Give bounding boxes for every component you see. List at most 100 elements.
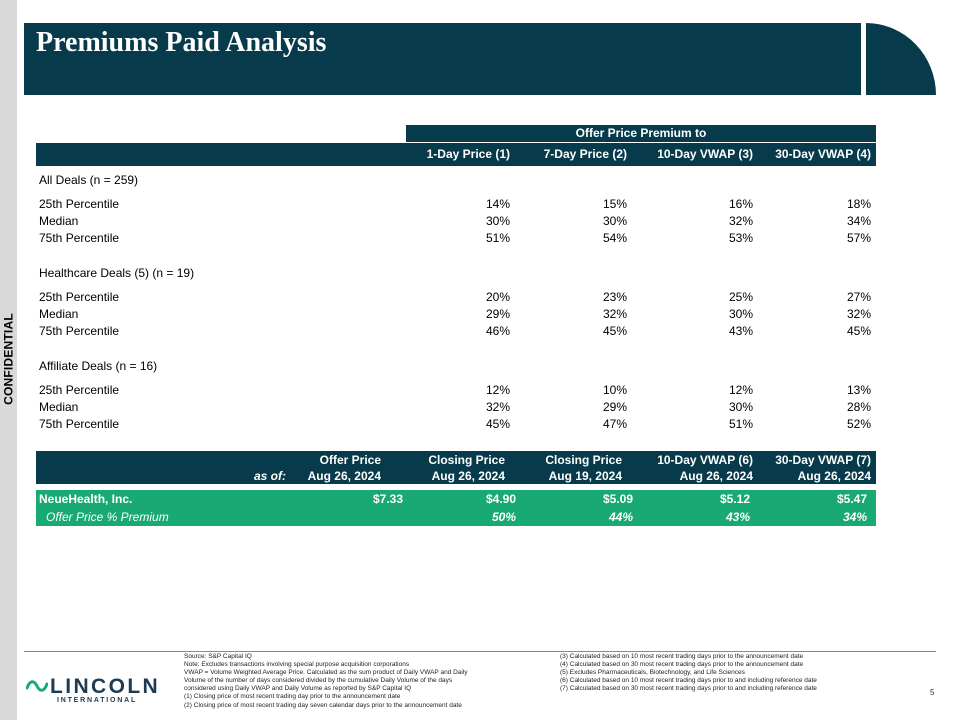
table-cell: 16% [728, 197, 753, 211]
footnote-line: (4) Calculated based on 30 most recent t… [560, 661, 804, 669]
premium-cell: 43% [725, 510, 750, 524]
table-cell: 47% [602, 417, 627, 431]
table-cell: 12% [728, 383, 753, 397]
row-label: Median [39, 400, 79, 414]
premium-row: Offer Price % Premium 50% 44% 43% 34% [36, 509, 876, 526]
table-cell: 45% [602, 324, 627, 338]
table-cell: 20% [485, 290, 510, 304]
price-cell: $4.90 [485, 492, 516, 506]
title-bar: Premiums Paid Analysis [24, 23, 861, 95]
column-date: Aug 26, 2024 [797, 469, 871, 483]
price-cell: $5.09 [602, 492, 633, 506]
as-of-label: as of: [253, 469, 286, 483]
wave-icon [26, 680, 48, 692]
table-cell: 10% [602, 383, 627, 397]
footnote-line: (7) Calculated based on 30 most recent t… [560, 685, 817, 693]
footnote-line: Note: Excludes transactions involving sp… [184, 661, 410, 669]
confidential-label: CONFIDENTIAL [1, 313, 16, 405]
price-cell: $5.12 [719, 492, 750, 506]
footer-divider [24, 651, 936, 652]
column-header: Closing Price [545, 453, 622, 467]
super-header: Offer Price Premium to [575, 126, 707, 140]
table-row: 75th Percentile 51% 54% 53% 57% [36, 230, 876, 247]
table-row: 25th Percentile 12% 10% 12% 13% [36, 382, 876, 399]
table-cell: 53% [728, 231, 753, 245]
table-cell: 45% [846, 324, 871, 338]
table-cell: 34% [846, 214, 871, 228]
column-header: Closing Price [428, 453, 505, 467]
table-cell: 12% [485, 383, 510, 397]
footnote-line: Source: S&P Capital IQ [184, 653, 252, 660]
footnote-line: (2) Closing price of most recent trading… [184, 701, 462, 709]
table-cell: 43% [728, 324, 753, 338]
row-label: 75th Percentile [39, 417, 120, 431]
table-cell: 29% [485, 307, 510, 321]
table-cell: 51% [728, 417, 753, 431]
table-cell: 18% [846, 197, 871, 211]
group-title: All Deals (n = 259) [39, 173, 139, 187]
row-label: 25th Percentile [39, 197, 120, 211]
table-cell: 13% [846, 383, 871, 397]
footnote-line: (1) Closing price of most recent trading… [184, 693, 401, 701]
row-label: 25th Percentile [39, 290, 120, 304]
row-label: 75th Percentile [39, 231, 120, 245]
price-table-body: NeueHealth, Inc. $7.33 $4.90 $5.09 $5.12… [36, 490, 876, 526]
title-decoration [866, 23, 936, 95]
table-cell: 23% [602, 290, 627, 304]
footnote-line: considered using Daily VWAP and Daily Vo… [184, 685, 412, 693]
table-row: 75th Percentile 45% 47% 51% 52% [36, 416, 876, 433]
table-row: Median 29% 32% 30% 32% [36, 306, 876, 323]
table-row: 75th Percentile 46% 45% 43% 45% [36, 323, 876, 340]
footnote-line: (5) Excludes Pharmaceuticals, Biotechnol… [560, 669, 745, 677]
table-cell: 46% [485, 324, 510, 338]
column-header: 10-Day VWAP (6) [657, 453, 753, 467]
table-row: Median 32% 29% 30% 28% [36, 399, 876, 416]
table-cell: 32% [602, 307, 627, 321]
row-label: Median [39, 307, 79, 321]
table-cell: 14% [485, 197, 510, 211]
price-cell: $7.33 [372, 492, 403, 506]
price-cell: $5.47 [836, 492, 867, 506]
premium-row-label: Offer Price % Premium [46, 510, 169, 524]
table-cell: 30% [485, 214, 510, 228]
column-date: Aug 26, 2024 [431, 469, 505, 483]
column-header: 30-Day VWAP (4) [775, 147, 871, 161]
premium-cell: 34% [842, 510, 867, 524]
footnote-line: (6) Calculated based on 10 most recent t… [560, 677, 817, 685]
table-cell: 32% [846, 307, 871, 321]
row-label: Median [39, 214, 79, 228]
table-cell: 30% [728, 400, 753, 414]
page-number: 5 [930, 688, 935, 697]
column-header: 1-Day Price (1) [426, 147, 510, 161]
table-cell: 54% [602, 231, 627, 245]
table-cell: 28% [846, 400, 871, 414]
column-header: Offer Price [319, 453, 381, 467]
group-heading: Healthcare Deals (5) (n = 19) [36, 265, 876, 282]
company-name: NeueHealth, Inc. [39, 492, 133, 506]
logo-subtitle: INTERNATIONAL [57, 697, 138, 704]
table-cell: 27% [846, 290, 871, 304]
row-label: 25th Percentile [39, 383, 120, 397]
table-cell: 30% [602, 214, 627, 228]
column-header: 7-Day Price (2) [543, 147, 627, 161]
group-heading: Affiliate Deals (n = 16) [36, 358, 876, 375]
table-cell: 52% [846, 417, 871, 431]
lincoln-logo: LINCOLN INTERNATIONAL [26, 676, 176, 708]
side-strip [0, 0, 17, 720]
footnote-line: VWAP = Volume Weighted Average Price. Ca… [184, 669, 468, 677]
group-title: Affiliate Deals (n = 16) [39, 359, 158, 373]
footnotes-right: (3) Calculated based on 10 most recent t… [560, 653, 890, 693]
page-title: Premiums Paid Analysis [36, 27, 327, 58]
footnote-line: Volume of the number of days considered … [184, 677, 453, 685]
column-date: Aug 26, 2024 [307, 469, 381, 483]
footnotes-left: Source: S&P Capital IQ Note: Excludes tra… [184, 653, 544, 710]
column-date: Aug 26, 2024 [679, 469, 753, 483]
table-cell: 29% [602, 400, 627, 414]
group-title: Healthcare Deals (5) (n = 19) [39, 266, 195, 280]
super-header-bar [406, 125, 876, 142]
column-header: 10-Day VWAP (3) [657, 147, 753, 161]
table-cell: 30% [728, 307, 753, 321]
table-row: Median 30% 30% 32% 34% [36, 213, 876, 230]
premium-cell: 44% [608, 510, 633, 524]
table-cell: 32% [485, 400, 510, 414]
